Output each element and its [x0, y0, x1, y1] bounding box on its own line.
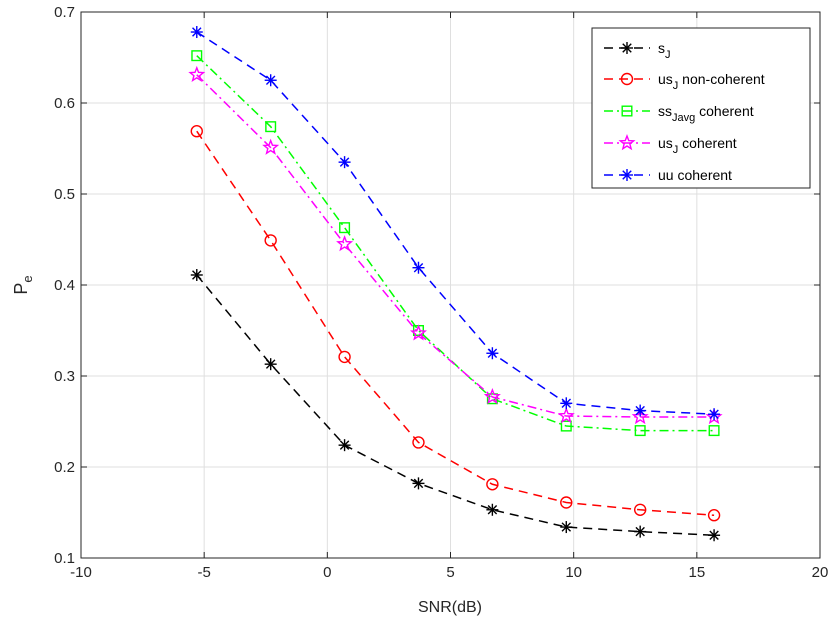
- legend-label-sub: J: [665, 49, 671, 61]
- y-axis-label-main: P: [11, 283, 31, 295]
- x-tick-label: 10: [565, 564, 582, 581]
- x-tick-label: 20: [812, 564, 829, 581]
- data-point: [264, 74, 277, 87]
- data-point: [190, 125, 203, 138]
- legend-entry: usJ coherent: [604, 134, 737, 156]
- data-point: [486, 347, 499, 360]
- data-point: [190, 268, 203, 281]
- legend-entry: uu coherent: [604, 167, 732, 183]
- data-point: [190, 26, 203, 39]
- legend-label: uu coherent: [658, 167, 732, 183]
- data-point: [486, 478, 499, 491]
- x-tick-label: 0: [323, 564, 331, 581]
- data-point: [634, 525, 647, 538]
- x-tick-label: -10: [70, 564, 92, 581]
- legend-marker: [618, 134, 636, 151]
- data-point: [412, 477, 425, 490]
- legend-label-main: ss: [658, 103, 672, 119]
- series-line: [196, 130, 715, 516]
- data-point: [560, 496, 573, 509]
- legend-entry: sJ: [604, 40, 671, 61]
- x-axis-label: SNR(dB): [418, 599, 482, 616]
- data-point: [265, 121, 277, 133]
- data-point: [409, 324, 427, 341]
- series-line: [196, 74, 715, 418]
- legend-label: sJ: [658, 40, 671, 61]
- legend-marker: [620, 72, 634, 86]
- series-1: [190, 125, 721, 522]
- data-point: [708, 425, 720, 437]
- data-point: [264, 234, 277, 247]
- y-tick-label: 0.7: [54, 4, 75, 21]
- data-point: [631, 408, 649, 425]
- legend-marker: [621, 42, 633, 54]
- data-point: [412, 436, 425, 449]
- series-line: [196, 31, 715, 415]
- legend-label-rest: non-coherent: [678, 71, 765, 87]
- legend-label: ssJavg coherent: [658, 103, 754, 124]
- x-tick-label: 5: [446, 564, 454, 581]
- legend-label-main: s: [658, 40, 665, 56]
- series-line: [196, 55, 715, 432]
- legend-label-rest: coherent: [695, 103, 753, 119]
- data-point: [708, 408, 721, 421]
- data-point: [338, 439, 351, 452]
- legend-label-sub: J: [673, 144, 679, 156]
- data-point: [336, 235, 354, 252]
- data-point: [264, 358, 277, 371]
- data-point: [412, 261, 425, 274]
- data-point: [634, 425, 646, 437]
- legend-label: usJ coherent: [658, 135, 737, 156]
- y-tick-label: 0.4: [54, 277, 75, 294]
- x-tick-label: 15: [688, 564, 705, 581]
- data-point: [483, 387, 501, 405]
- axis-ticks: -10 -5 0 5 10 15 20 0.1 0.2 0.3 0.4 0.5 0.6 0.7: [54, 4, 828, 581]
- series-layer: [188, 26, 723, 542]
- series-line: [196, 274, 715, 536]
- data-point: [634, 404, 647, 417]
- data-point: [338, 350, 351, 364]
- data-point: [191, 50, 203, 62]
- legend-label-sub: Javg: [672, 112, 695, 124]
- data-point: [486, 503, 499, 516]
- data-point: [262, 138, 280, 155]
- y-tick-label: 0.3: [54, 368, 75, 385]
- legend-entry: usJ non-coherent: [604, 71, 765, 92]
- y-tick-label: 0.5: [54, 186, 75, 203]
- y-tick-label: 0.6: [54, 95, 75, 112]
- y-tick-label: 0.1: [54, 550, 75, 567]
- data-point: [560, 397, 573, 410]
- legend-label-main: us: [658, 71, 673, 87]
- data-point: [560, 521, 573, 534]
- legend-box: [591, 27, 811, 189]
- x-tick-label: -5: [197, 564, 210, 581]
- data-point: [707, 509, 721, 522]
- series-4: [190, 26, 721, 421]
- data-point: [560, 420, 572, 432]
- data-point: [188, 65, 206, 83]
- legend-label-main: us: [658, 135, 673, 151]
- y-tick-label: 0.2: [54, 459, 75, 476]
- legend-marker: [621, 169, 633, 181]
- legend-label-sub: J: [673, 80, 679, 92]
- series-0: [190, 268, 721, 542]
- data-point: [633, 503, 647, 516]
- legend-label-main: uu coherent: [658, 167, 732, 183]
- legend-entry: ssJavg coherent: [604, 103, 754, 124]
- legend-label-rest: coherent: [678, 135, 736, 151]
- data-point: [708, 529, 721, 542]
- data-point: [338, 156, 351, 169]
- data-point: [557, 407, 575, 424]
- legend-marker: [621, 105, 633, 117]
- legend-label: usJ non-coherent: [658, 71, 765, 92]
- data-point: [339, 222, 351, 234]
- y-axis-label: Pe: [11, 275, 35, 294]
- y-axis-label-sub: e: [20, 275, 35, 282]
